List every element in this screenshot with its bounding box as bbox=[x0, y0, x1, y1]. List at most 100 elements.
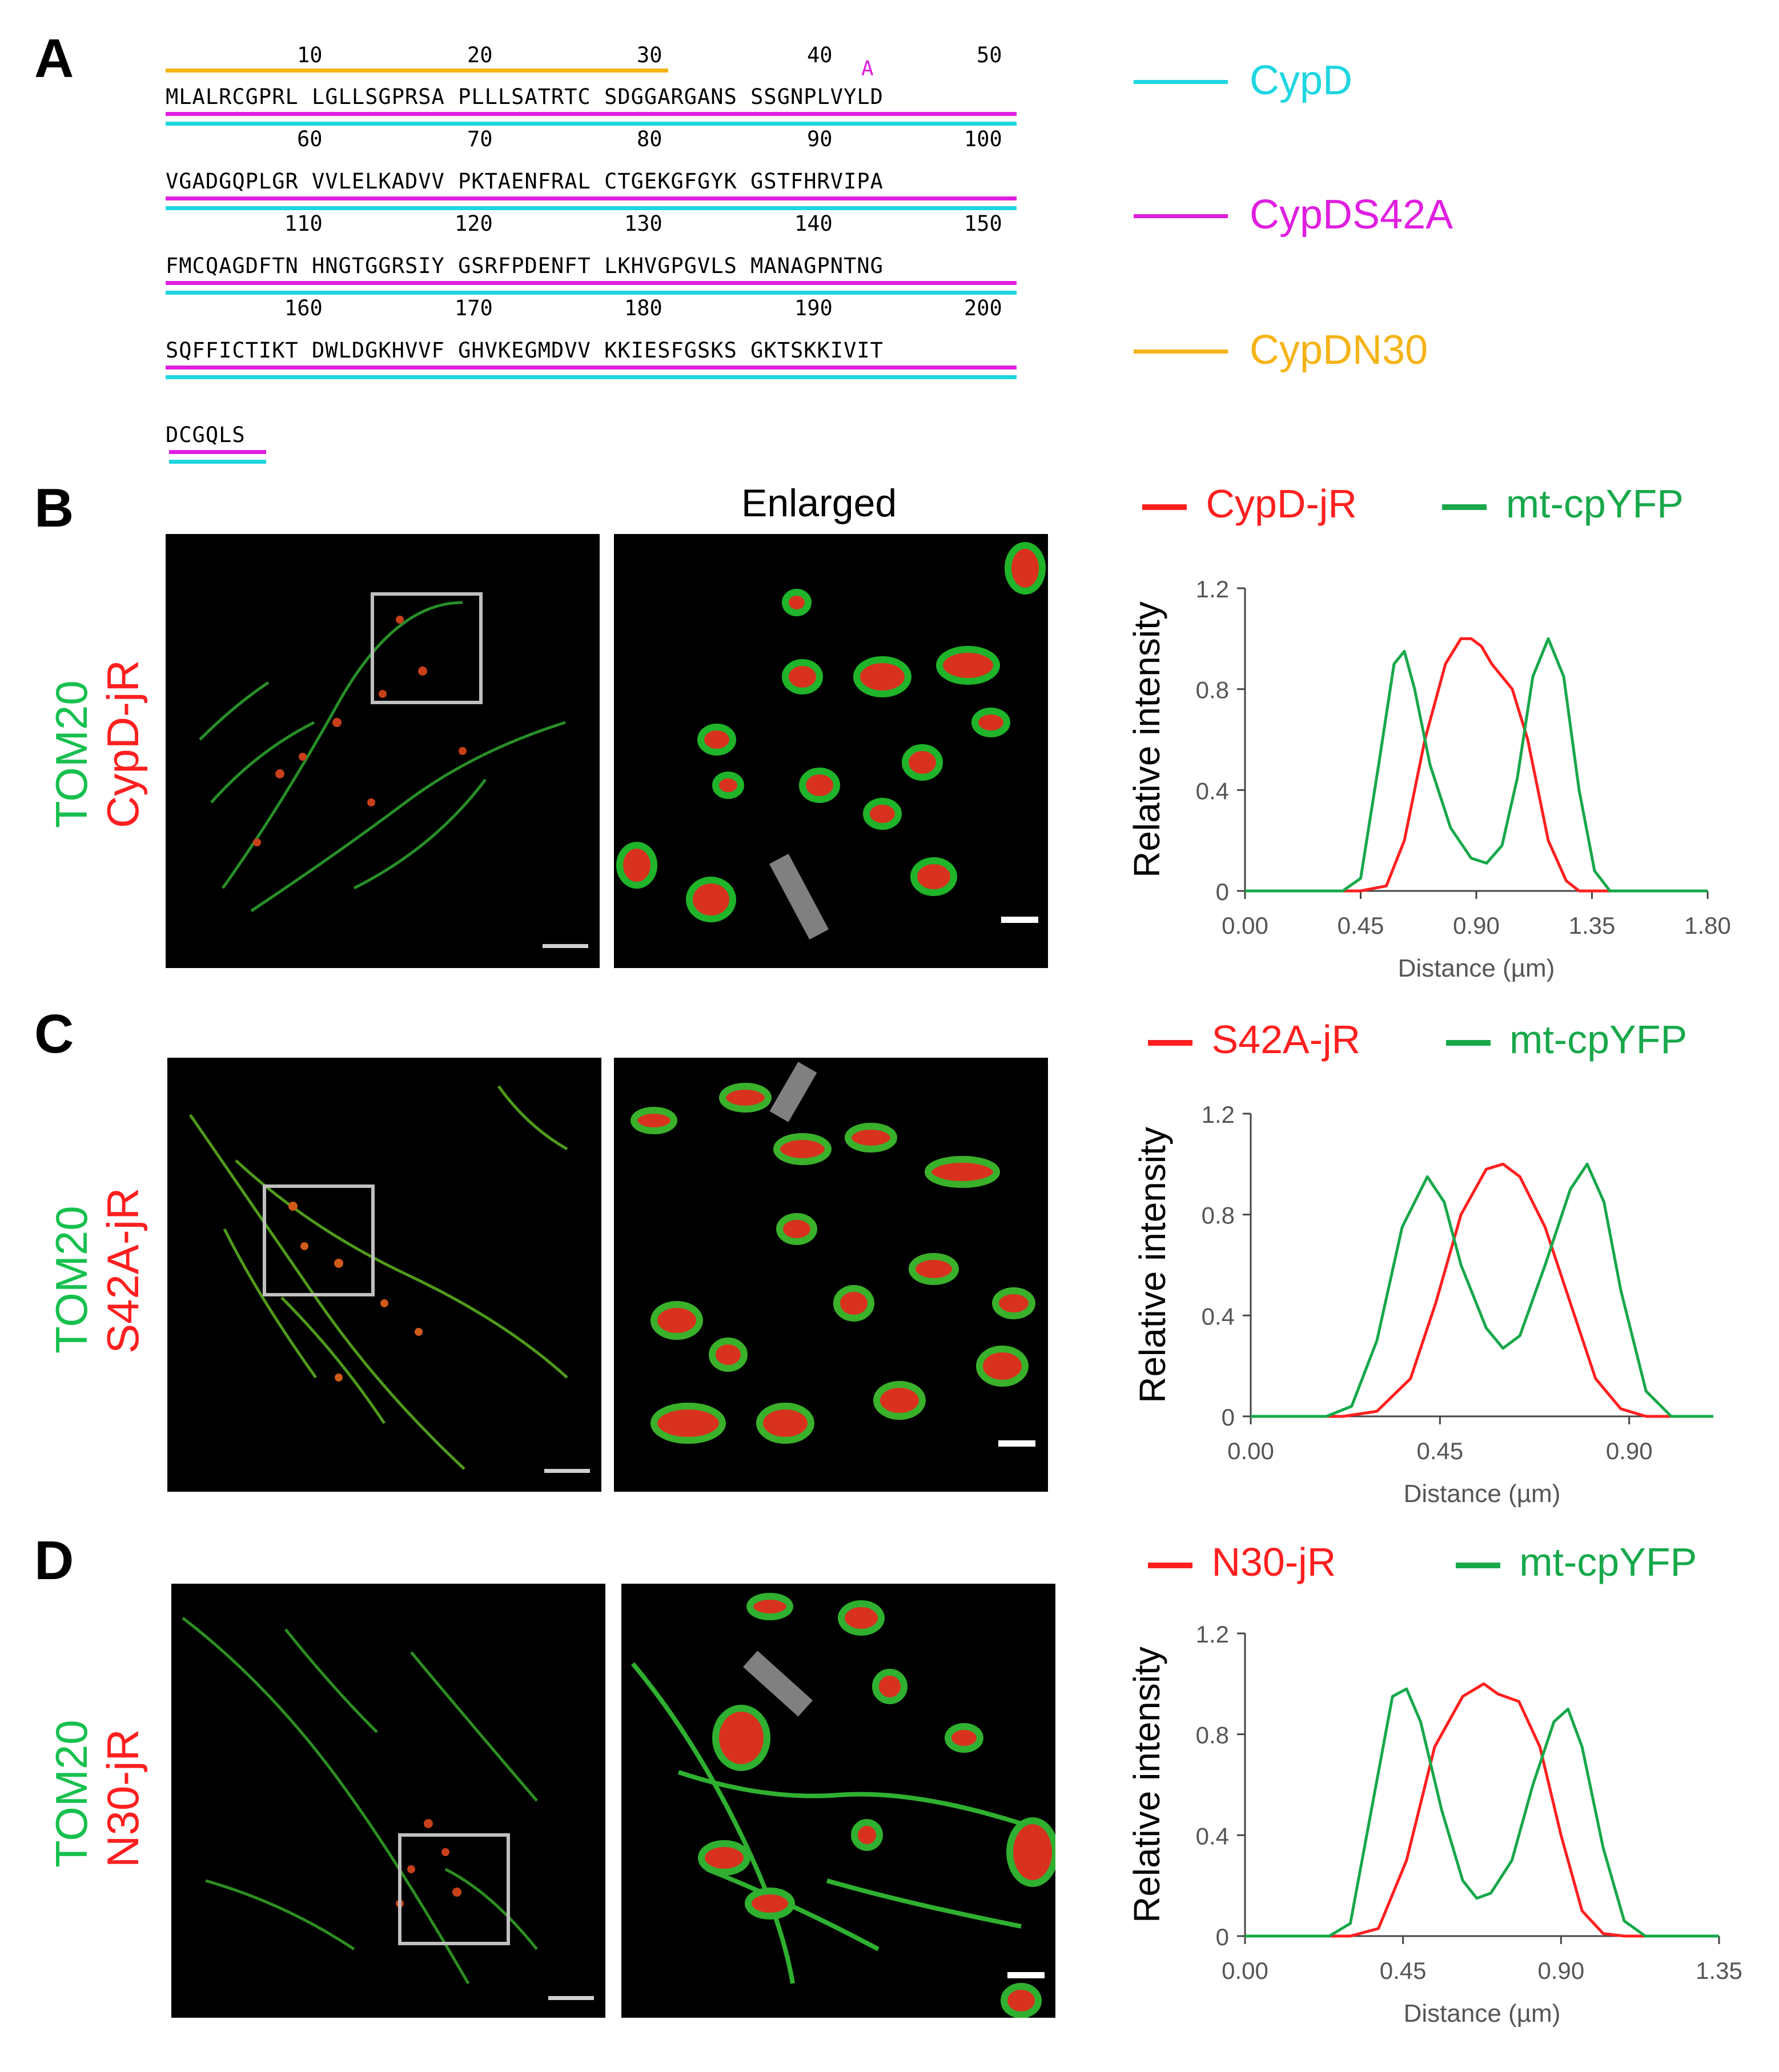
x-tick-label: 1.35 bbox=[1569, 912, 1616, 939]
cypd-underline bbox=[166, 375, 1017, 379]
side-label-red: S42A-jR bbox=[98, 1187, 148, 1354]
legend-green-label: mt-cpYFP bbox=[1505, 481, 1684, 526]
y-axis-label: Relative intensity bbox=[1126, 601, 1167, 878]
x-tick-label: 1.80 bbox=[1684, 912, 1731, 939]
plot-c-legend: S42A-jR mt-cpYFP bbox=[1148, 1017, 1687, 1062]
panel-letter-c: C bbox=[34, 1003, 74, 1065]
y-tick-label: 0.4 bbox=[1196, 777, 1229, 804]
side-label-green: TOM20 bbox=[46, 680, 97, 828]
y-tick-label: 0 bbox=[1222, 1404, 1235, 1431]
plot-b-legend: CypD-jR mt-cpYFP bbox=[1142, 481, 1684, 527]
x-tick-label: 0.00 bbox=[1227, 1437, 1274, 1464]
cypd-underline bbox=[166, 122, 1017, 126]
line-scan-marker bbox=[769, 853, 829, 940]
x-tick-label: 0.90 bbox=[1453, 912, 1500, 939]
residue-number: 10 bbox=[297, 43, 323, 67]
residue-number: 180 bbox=[624, 296, 662, 320]
cypds42a-underline bbox=[166, 196, 1017, 200]
sequence-row: VGADGQPLGR VVLELKADVV PKTAENFRAL CTGEKGF… bbox=[166, 169, 884, 194]
y-tick-label: 1.2 bbox=[1202, 1101, 1235, 1128]
legend-label-cypd: CypD bbox=[1250, 58, 1353, 103]
micrograph-b-overview bbox=[166, 534, 600, 968]
side-label-c-red: S42A-jR bbox=[97, 1188, 149, 1354]
y-tick-label: 0.8 bbox=[1202, 1202, 1235, 1229]
enlarged-title: Enlarged bbox=[741, 481, 897, 525]
micrograph-c-enlarged-image bbox=[631, 1062, 1035, 1447]
mutation-marker: A bbox=[861, 57, 874, 81]
line-scan-marker bbox=[742, 1651, 813, 1717]
side-label-c: TOM20 bbox=[46, 1206, 98, 1354]
x-tick-label: 0.45 bbox=[1380, 1957, 1427, 1984]
legend-swatch-green bbox=[1445, 1039, 1491, 1046]
scale-bar bbox=[543, 944, 588, 948]
residue-number: 40 bbox=[807, 43, 833, 67]
residue-number: 70 bbox=[467, 127, 493, 151]
panel-letter-a: A bbox=[34, 28, 74, 89]
legend-swatch-red bbox=[1142, 504, 1187, 510]
sequence-row: FMCQAGDFTN HNGTGGRSIY GSRFPDENFT LKHVGPG… bbox=[166, 254, 884, 278]
x-axis-label: Distance (µm) bbox=[1404, 1480, 1561, 1508]
y-tick-label: 1.2 bbox=[1196, 576, 1229, 603]
series-line-n30-jr bbox=[1245, 1682, 1719, 1938]
legend-green-label: mt-cpYFP bbox=[1519, 1540, 1697, 1584]
x-axis-label: Distance (µm) bbox=[1404, 1999, 1561, 2027]
micrograph-d-overview bbox=[171, 1584, 605, 2018]
micrograph-d-enlarged-image bbox=[631, 1593, 1055, 2018]
legend-swatch-green bbox=[1455, 1562, 1500, 1568]
x-axis-label: Distance (µm) bbox=[1398, 954, 1555, 982]
micrograph-b-overview-image bbox=[199, 592, 588, 948]
line-profile-chart-c: 0 0.4 0.8 1.2 0.00 0.45 0.90 Distance (µm) Relat… bbox=[1132, 1101, 1713, 1508]
y-axis-label: Relative intensity bbox=[1132, 1127, 1173, 1403]
x-tick-label: 1.35 bbox=[1696, 1957, 1742, 1984]
line-profile-chart-b: 0 0.4 0.8 1.2 0.00 0.45 0.90 1.35 1.80 Distance (… bbox=[1126, 576, 1731, 982]
legend-label-cypds42a: CypDS42A bbox=[1250, 192, 1453, 238]
line-scan-marker bbox=[769, 1062, 817, 1122]
legend-swatch-red bbox=[1148, 1039, 1192, 1046]
legend-red-label: N30-jR bbox=[1211, 1540, 1336, 1584]
x-tick-label: 0.00 bbox=[1222, 1957, 1268, 1984]
cypds42a-underline bbox=[166, 281, 1017, 285]
residue-number: 130 bbox=[624, 211, 662, 236]
legend-swatch-cypds42a bbox=[1134, 214, 1228, 218]
residue-number: 90 bbox=[807, 127, 833, 151]
residue-number: 80 bbox=[637, 127, 662, 151]
micrograph-d-overview-image bbox=[182, 1617, 594, 2000]
zoom-box bbox=[398, 1833, 510, 1945]
legend-swatch-cypdn30 bbox=[1134, 350, 1228, 354]
micrograph-d-enlarged bbox=[621, 1584, 1055, 2018]
sequence-row: DCGQLS bbox=[166, 423, 246, 447]
cypds42a-underline bbox=[166, 366, 1017, 370]
panel-letter-b: B bbox=[34, 477, 74, 539]
residue-number: 190 bbox=[794, 296, 833, 320]
zoom-box bbox=[263, 1184, 375, 1296]
x-tick-label: 0.00 bbox=[1222, 912, 1268, 939]
side-label-green: TOM20 bbox=[46, 1206, 97, 1354]
legend-green-label: mt-cpYFP bbox=[1509, 1017, 1688, 1062]
x-tick-label: 0.90 bbox=[1606, 1437, 1653, 1464]
legend-red-label: CypD-jR bbox=[1206, 481, 1357, 526]
y-tick-label: 0.8 bbox=[1196, 1722, 1229, 1749]
legend-swatch-cypd bbox=[1134, 80, 1228, 84]
panel-letter-d: D bbox=[34, 1530, 74, 1591]
micrograph-b-enlarged-image bbox=[616, 542, 1046, 940]
y-tick-label: 0 bbox=[1216, 1924, 1229, 1950]
cypd-underline bbox=[166, 206, 1017, 210]
sequence-row: MLALRCGPRL LGLLSGPRSA PLLLSATRTC SDGGARG… bbox=[166, 85, 884, 109]
x-tick-label: 0.90 bbox=[1537, 1957, 1584, 1984]
residue-number: 150 bbox=[964, 211, 1002, 236]
plot-d-legend: N30-jR mt-cpYFP bbox=[1148, 1539, 1697, 1585]
cypd-underline bbox=[169, 460, 266, 464]
residue-number: 100 bbox=[964, 127, 1002, 151]
side-label-b-red: CypD-jR bbox=[97, 660, 149, 828]
legend-swatch-red bbox=[1148, 1562, 1192, 1568]
residue-number: 50 bbox=[977, 43, 1002, 67]
residue-number: 170 bbox=[455, 296, 493, 320]
residue-number: 30 bbox=[637, 43, 662, 67]
side-label-green: TOM20 bbox=[46, 1720, 97, 1868]
series-line-mt-cpyfp bbox=[1245, 637, 1708, 893]
residue-number: 60 bbox=[297, 127, 323, 151]
scale-bar bbox=[998, 1440, 1035, 1447]
micrograph-b-enlarged bbox=[614, 534, 1048, 968]
residue-number: 110 bbox=[284, 211, 323, 236]
series-line-mt-cpyfp bbox=[1245, 1687, 1719, 1938]
